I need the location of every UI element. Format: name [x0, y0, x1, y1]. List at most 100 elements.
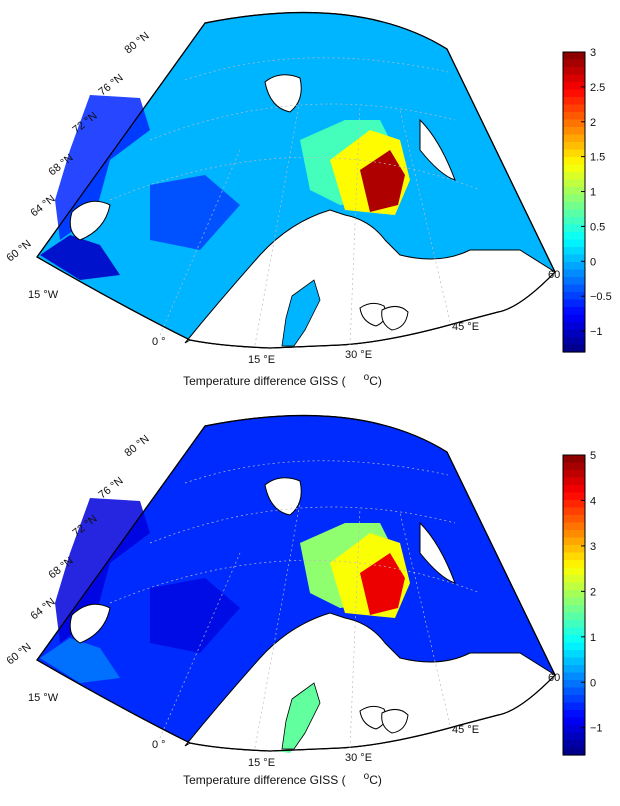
land-iceland: [69, 200, 111, 241]
colorbar-swatch: [563, 605, 585, 614]
colorbar-swatch: [563, 560, 585, 569]
colorbar-swatch: [563, 522, 585, 531]
colorbar-swatch: [563, 552, 585, 561]
colorbar-swatch: [563, 597, 585, 606]
gridline-lon-45: [399, 109, 451, 323]
x-axis-title: Temperature difference GISS (oC): [0, 372, 565, 388]
colorbar-swatch: [563, 104, 585, 113]
colorbar-swatch: [563, 620, 585, 629]
colorbar-swatch: [563, 284, 585, 293]
colorbar-swatch: [563, 747, 585, 756]
colorbar-swatch: [563, 269, 585, 278]
colorbar-tick-label: 0.5: [590, 221, 605, 233]
colorbar-swatch: [563, 650, 585, 659]
colorbar-swatch: [563, 344, 585, 353]
lon-tick-label-30E: 30 °E: [345, 752, 372, 764]
colorbar-swatch: [563, 590, 585, 599]
colorbar-swatch: [563, 515, 585, 524]
gridline-lon-0: [159, 149, 241, 336]
gridline-lat-72: [149, 103, 456, 141]
colorbar-swatch: [563, 202, 585, 211]
colorbar-swatch: [563, 657, 585, 666]
heatmap-region-norwegian-basin-south: [150, 175, 240, 250]
colorbar-swatch: [563, 112, 585, 121]
gridline-lon-0: [159, 552, 241, 739]
lon-tick-label-15E: 15 °E: [248, 757, 275, 769]
lon-tick-label-15E: 15 °E: [248, 354, 275, 366]
colorbar-swatch: [563, 687, 585, 696]
heatmap-region-greenland-coast: [40, 235, 120, 280]
gridline-lon-30: [349, 507, 361, 749]
colorbar-tick-label: 0: [590, 256, 596, 268]
colorbar-swatch: [563, 67, 585, 76]
colorbar-swatch: [563, 665, 585, 674]
colorbar-tick-label: 1: [590, 632, 596, 644]
lat-tick-label-60: 60 °N: [4, 641, 33, 668]
lat-tick-label-76: 76 °N: [96, 475, 125, 502]
colorbar-swatch: [563, 262, 585, 271]
colorbar-swatch: [563, 277, 585, 286]
heatmap-region-norwegian-basin-south: [150, 578, 240, 653]
lat-tick-label-60: 60 °N: [4, 238, 33, 265]
degree-superscript: o: [363, 771, 370, 782]
colorbar-swatch: [563, 292, 585, 301]
colorbar-frame: [562, 454, 586, 756]
colorbar-swatch: [563, 307, 585, 316]
gridline-lon-30: [349, 104, 361, 346]
lon-tick-label-0: 0 °: [152, 739, 166, 751]
map-frame: [36, 414, 556, 752]
x-axis-title-text: Temperature difference GISS (: [183, 773, 346, 787]
colorbar-swatch: [563, 612, 585, 621]
colorbar-swatch: [563, 254, 585, 263]
colorbar-tick-label: −1: [590, 326, 603, 338]
map-panel-bottom: 60 °N 64 °N 68 °N 72 °N 76 °N 80 °N 15 °W 0 ° 15…: [0, 403, 620, 806]
land-lake-onega: [381, 709, 409, 734]
x-axis-title: Temperature difference GISS ( oC): [0, 771, 565, 787]
gridline-lat-72: [149, 506, 456, 544]
colorbar-swatch: [563, 575, 585, 584]
colorbar-swatch: [563, 164, 585, 173]
lat-tick-label-80: 80 °N: [122, 30, 151, 57]
colorbar-swatch: [563, 247, 585, 256]
colorbar-swatch: [563, 567, 585, 576]
heatmap-region-norwegian-basin: [55, 95, 150, 240]
colorbar-frame: [562, 51, 586, 353]
colorbar-swatch: [563, 74, 585, 83]
colorbar-swatch: [563, 672, 585, 681]
colorbar-swatch: [563, 500, 585, 509]
colorbar-swatch: [563, 127, 585, 136]
colorbar-swatch: [563, 717, 585, 726]
x-axis-unit: C): [369, 773, 382, 787]
colorbar-swatch: [563, 680, 585, 689]
gridline-lon-15: [254, 502, 301, 749]
colorbar-swatch: [563, 485, 585, 494]
colorbar-swatch: [563, 232, 585, 241]
colorbar-tick-label: 2: [590, 586, 596, 598]
colorbar-swatch: [563, 239, 585, 248]
colorbar-tick-label: 0: [590, 677, 596, 689]
colorbar-swatch: [563, 194, 585, 203]
lon-tick-label-45E: 45 °E: [452, 724, 479, 736]
colorbar-swatch: [563, 134, 585, 143]
colorbar-swatch: [563, 710, 585, 719]
map-frame: [36, 11, 556, 349]
lon-tick-label-45E: 45 °E: [452, 321, 479, 333]
colorbar-swatch: [563, 97, 585, 106]
land-lake-onega: [381, 306, 409, 331]
lat-tick-label-80: 80 °N: [122, 433, 151, 460]
colorbar-swatch: [563, 695, 585, 704]
land-iceland: [69, 603, 111, 644]
lon-tick-label-0: 0 °: [152, 336, 166, 348]
colorbar-swatch: [563, 119, 585, 128]
colorbar-swatch: [563, 299, 585, 308]
colorbar-swatch: [563, 462, 585, 471]
colorbar-swatch: [563, 530, 585, 539]
colorbar-swatch: [563, 89, 585, 98]
lon-tick-label-15W: 15 °W: [28, 692, 59, 704]
sea-baltic: [281, 682, 321, 750]
colorbar-tick-label: 2: [590, 117, 596, 129]
colorbar-swatch: [563, 642, 585, 651]
land-novaya-zemlya: [419, 118, 456, 181]
colorbar-tick-label: −0.5: [590, 291, 612, 303]
heatmap-region-norwegian-basin: [55, 498, 150, 643]
